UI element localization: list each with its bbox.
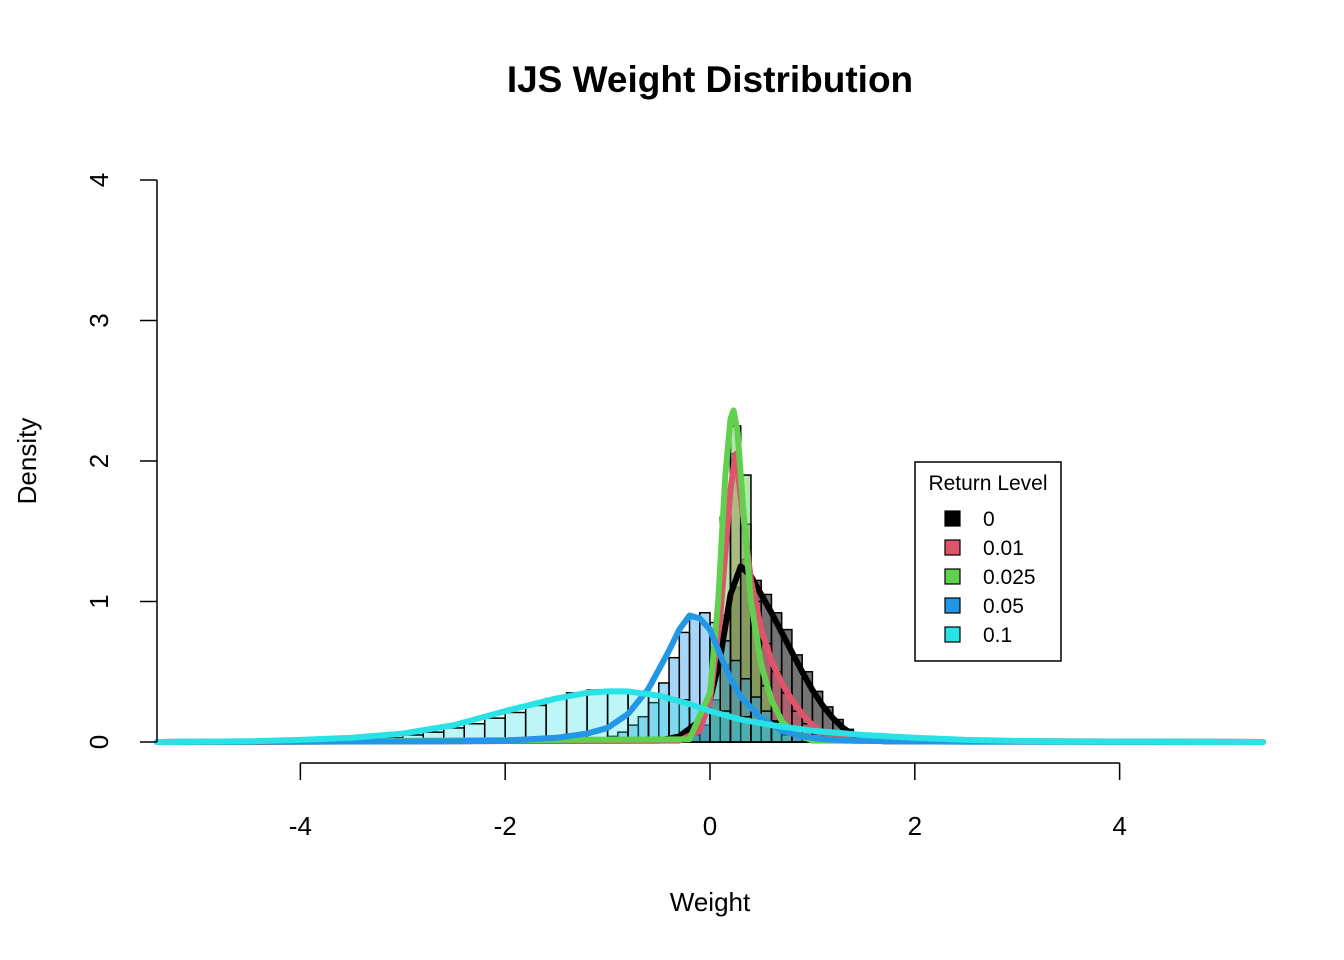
y-tick-label: 0 [84,735,114,749]
legend-label: 0.01 [983,537,1024,560]
density-line-2 [154,407,1266,745]
y-axis-label: Density [12,418,42,505]
density-line-3 [154,612,1266,745]
x-tick-label: 0 [703,811,717,841]
x-axis-label: Weight [670,887,751,917]
legend-label: 0.025 [983,566,1036,589]
x-tick-label: 4 [1112,811,1126,841]
y-tick-label: 2 [84,454,114,468]
legend-swatch [944,626,961,643]
legend-label: 0 [983,508,995,531]
legend-swatch [944,597,961,614]
histogram-bar [647,694,670,743]
legend: Return Level 0 0.01 0.025 0.05 0.1 [914,461,1062,662]
legend-swatch [944,510,961,527]
axes: 0 1 2 3 4 -4 -2 0 2 4 [84,173,1127,841]
y-tick-label: 4 [84,173,114,187]
density-line-4 [154,688,1266,745]
y-tick-label: 1 [84,594,114,608]
legend-label: 0.1 [983,624,1012,647]
legend-title: Return Level [928,472,1047,495]
x-tick-label: -2 [494,811,517,841]
y-tick-label: 3 [84,313,114,327]
legend-label: 0.05 [983,595,1024,618]
legend-swatch [944,568,961,585]
legend-swatch [944,539,961,556]
x-tick-label: -4 [289,811,312,841]
density-layer [154,407,1266,745]
chart-title: IJS Weight Distribution [507,59,913,100]
x-tick-label: 2 [908,811,922,841]
legend-box [914,461,1062,662]
